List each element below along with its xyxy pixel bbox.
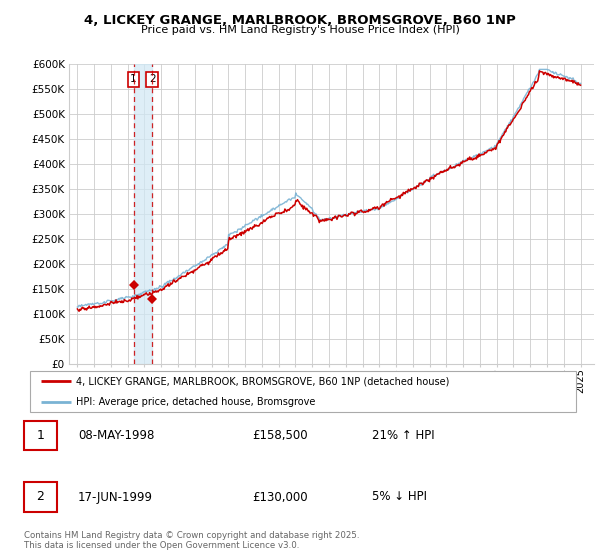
Text: 2: 2 <box>149 74 155 85</box>
Text: Contains HM Land Registry data © Crown copyright and database right 2025.
This d: Contains HM Land Registry data © Crown c… <box>24 531 359 550</box>
Text: £130,000: £130,000 <box>252 491 308 503</box>
FancyBboxPatch shape <box>24 421 57 450</box>
Text: 5% ↓ HPI: 5% ↓ HPI <box>372 491 427 503</box>
Text: 17-JUN-1999: 17-JUN-1999 <box>78 491 153 503</box>
Text: 08-MAY-1998: 08-MAY-1998 <box>78 429 154 442</box>
FancyBboxPatch shape <box>30 371 576 412</box>
Text: HPI: Average price, detached house, Bromsgrove: HPI: Average price, detached house, Brom… <box>76 396 316 407</box>
Text: 21% ↑ HPI: 21% ↑ HPI <box>372 429 434 442</box>
Text: 4, LICKEY GRANGE, MARLBROOK, BROMSGROVE, B60 1NP: 4, LICKEY GRANGE, MARLBROOK, BROMSGROVE,… <box>84 14 516 27</box>
Text: 1: 1 <box>37 429 44 442</box>
Text: Price paid vs. HM Land Registry's House Price Index (HPI): Price paid vs. HM Land Registry's House … <box>140 25 460 35</box>
Text: £158,500: £158,500 <box>252 429 308 442</box>
Text: 4, LICKEY GRANGE, MARLBROOK, BROMSGROVE, B60 1NP (detached house): 4, LICKEY GRANGE, MARLBROOK, BROMSGROVE,… <box>76 376 450 386</box>
Bar <box>134 64 152 364</box>
Text: 2: 2 <box>37 491 44 503</box>
FancyBboxPatch shape <box>24 482 57 512</box>
Text: 1: 1 <box>130 74 137 85</box>
